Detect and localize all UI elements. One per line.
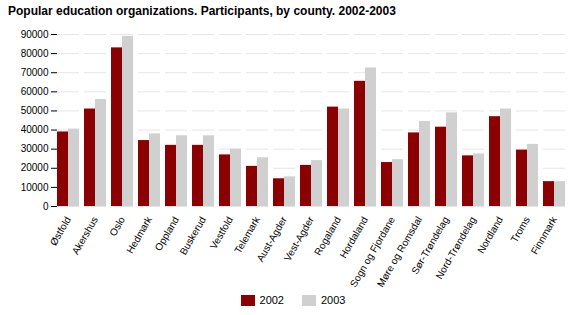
svg-text:Sør-Trøndelag: Sør-Trøndelag: [409, 214, 451, 277]
svg-text:Finnmark: Finnmark: [529, 214, 560, 256]
svg-text:Oppland: Oppland: [153, 215, 181, 253]
html-text:2003: 2003: [321, 294, 346, 306]
svg-text:0: 0: [43, 201, 49, 212]
svg-text:50000: 50000: [21, 105, 49, 116]
svg-text:30000: 30000: [21, 143, 49, 154]
svg-text:80000: 80000: [21, 48, 49, 59]
html-text:Popular education organization: Popular education organizations. Partici…: [8, 4, 396, 18]
svg-text:Hordaland: Hordaland: [337, 214, 370, 261]
svg-text:60000: 60000: [21, 86, 49, 97]
svg-text:Nord-Trøndelag: Nord-Trøndelag: [433, 215, 478, 281]
svg-text:Østfold: Østfold: [48, 215, 73, 248]
svg-text:Buskerud: Buskerud: [177, 215, 208, 257]
svg-text:Telemark: Telemark: [232, 214, 262, 255]
svg-text:40000: 40000: [21, 124, 49, 135]
svg-text:Akershus: Akershus: [70, 215, 100, 257]
svg-text:Vest-Agder: Vest-Agder: [282, 214, 317, 263]
svg-text:Aust-Agder: Aust-Agder: [254, 214, 289, 264]
svg-text:Hedmark: Hedmark: [124, 214, 154, 255]
svg-text:Oslo: Oslo: [107, 214, 127, 238]
html-text:2002: 2002: [259, 294, 284, 306]
svg-text:Nordland: Nordland: [475, 215, 505, 256]
svg-text:90000: 90000: [21, 29, 49, 40]
svg-text:20000: 20000: [21, 162, 49, 173]
svg-text:10000: 10000: [21, 182, 49, 193]
svg-text:Møre og Romsdal: Møre og Romsdal: [375, 215, 424, 289]
svg-text:Troms: Troms: [508, 215, 532, 245]
svg-text:Sogn og Fjordane: Sogn og Fjordane: [347, 214, 397, 289]
svg-text:Vestfold: Vestfold: [208, 215, 235, 251]
svg-text:70000: 70000: [21, 67, 49, 78]
svg-text:Rogaland: Rogaland: [312, 215, 343, 258]
